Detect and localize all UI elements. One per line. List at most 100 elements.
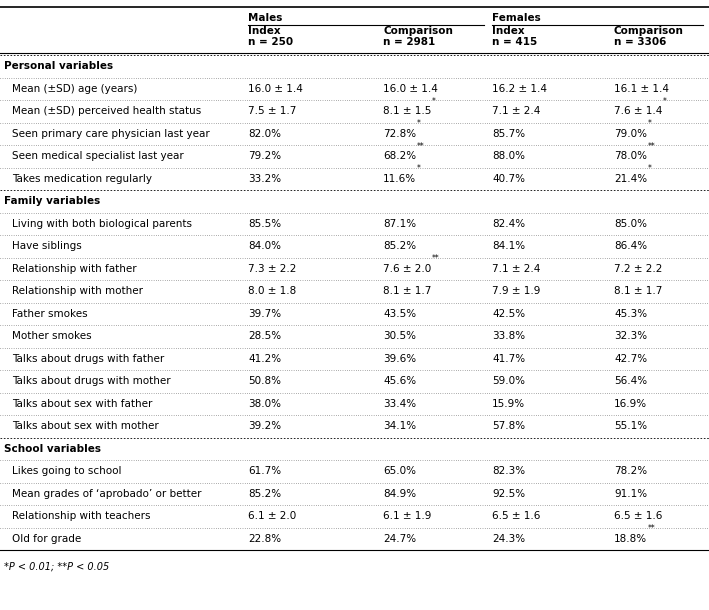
Text: 18.8%: 18.8% <box>614 534 647 544</box>
Text: 30.5%: 30.5% <box>383 331 416 341</box>
Text: 33.2%: 33.2% <box>248 174 281 184</box>
Text: 56.4%: 56.4% <box>614 376 647 386</box>
Text: 91.1%: 91.1% <box>614 489 647 499</box>
Text: 33.8%: 33.8% <box>492 331 525 341</box>
Text: **: ** <box>647 142 655 151</box>
Text: 42.5%: 42.5% <box>492 309 525 319</box>
Text: Talks about drugs with father: Talks about drugs with father <box>12 354 164 364</box>
Text: Old for grade: Old for grade <box>12 534 82 544</box>
Text: 59.0%: 59.0% <box>492 376 525 386</box>
Text: Talks about drugs with mother: Talks about drugs with mother <box>12 376 171 386</box>
Text: 7.6 ± 1.4: 7.6 ± 1.4 <box>614 106 662 117</box>
Text: 41.2%: 41.2% <box>248 354 281 364</box>
Text: Females: Females <box>492 13 541 23</box>
Text: 85.7%: 85.7% <box>492 129 525 138</box>
Text: 28.5%: 28.5% <box>248 331 281 341</box>
Text: *: * <box>663 97 666 106</box>
Text: 8.0 ± 1.8: 8.0 ± 1.8 <box>248 286 296 296</box>
Text: 82.0%: 82.0% <box>248 129 281 138</box>
Text: 7.1 ± 2.4: 7.1 ± 2.4 <box>492 106 540 117</box>
Text: 8.1 ± 1.5: 8.1 ± 1.5 <box>383 106 431 117</box>
Text: 79.2%: 79.2% <box>248 151 281 161</box>
Text: 79.0%: 79.0% <box>614 129 647 138</box>
Text: 43.5%: 43.5% <box>383 309 416 319</box>
Text: 85.2%: 85.2% <box>248 489 281 499</box>
Text: 7.6 ± 2.0: 7.6 ± 2.0 <box>383 264 431 274</box>
Text: 7.2 ± 2.2: 7.2 ± 2.2 <box>614 264 662 274</box>
Text: 6.1 ± 1.9: 6.1 ± 1.9 <box>383 511 431 522</box>
Text: 39.6%: 39.6% <box>383 354 416 364</box>
Text: Personal variables: Personal variables <box>4 61 113 71</box>
Text: 34.1%: 34.1% <box>383 422 416 431</box>
Text: Relationship with teachers: Relationship with teachers <box>12 511 150 522</box>
Text: 7.3 ± 2.2: 7.3 ± 2.2 <box>248 264 296 274</box>
Text: n = 415: n = 415 <box>492 37 537 47</box>
Text: **: ** <box>647 524 655 533</box>
Text: School variables: School variables <box>4 443 101 454</box>
Text: **: ** <box>432 254 440 264</box>
Text: 72.8%: 72.8% <box>383 129 416 138</box>
Text: 84.9%: 84.9% <box>383 489 416 499</box>
Text: 7.1 ± 2.4: 7.1 ± 2.4 <box>492 264 540 274</box>
Text: 21.4%: 21.4% <box>614 174 647 184</box>
Text: Males: Males <box>248 13 282 23</box>
Text: Talks about sex with mother: Talks about sex with mother <box>12 422 159 431</box>
Text: 61.7%: 61.7% <box>248 466 281 476</box>
Text: 16.0 ± 1.4: 16.0 ± 1.4 <box>383 84 438 94</box>
Text: 33.4%: 33.4% <box>383 399 416 409</box>
Text: *P < 0.01; **P < 0.05: *P < 0.01; **P < 0.05 <box>4 562 109 572</box>
Text: 84.1%: 84.1% <box>492 241 525 251</box>
Text: Living with both biological parents: Living with both biological parents <box>12 219 192 229</box>
Text: **: ** <box>417 142 425 151</box>
Text: 32.3%: 32.3% <box>614 331 647 341</box>
Text: Mean (±SD) perceived health status: Mean (±SD) perceived health status <box>12 106 201 117</box>
Text: Seen medical specialist last year: Seen medical specialist last year <box>12 151 184 161</box>
Text: 6.5 ± 1.6: 6.5 ± 1.6 <box>492 511 540 522</box>
Text: 45.6%: 45.6% <box>383 376 416 386</box>
Text: Mean grades of ‘aprobado’ or better: Mean grades of ‘aprobado’ or better <box>12 489 201 499</box>
Text: 87.1%: 87.1% <box>383 219 416 229</box>
Text: 82.3%: 82.3% <box>492 466 525 476</box>
Text: Have siblings: Have siblings <box>12 241 82 251</box>
Text: Comparison: Comparison <box>614 26 684 36</box>
Text: 41.7%: 41.7% <box>492 354 525 364</box>
Text: 24.3%: 24.3% <box>492 534 525 544</box>
Text: n = 2981: n = 2981 <box>383 37 435 47</box>
Text: 15.9%: 15.9% <box>492 399 525 409</box>
Text: 6.5 ± 1.6: 6.5 ± 1.6 <box>614 511 662 522</box>
Text: 50.8%: 50.8% <box>248 376 281 386</box>
Text: 84.0%: 84.0% <box>248 241 281 251</box>
Text: 85.5%: 85.5% <box>248 219 281 229</box>
Text: Index: Index <box>492 26 525 36</box>
Text: 82.4%: 82.4% <box>492 219 525 229</box>
Text: Mean (±SD) age (years): Mean (±SD) age (years) <box>12 84 138 94</box>
Text: 16.0 ± 1.4: 16.0 ± 1.4 <box>248 84 303 94</box>
Text: 22.8%: 22.8% <box>248 534 281 544</box>
Text: 45.3%: 45.3% <box>614 309 647 319</box>
Text: 24.7%: 24.7% <box>383 534 416 544</box>
Text: Takes medication regularly: Takes medication regularly <box>12 174 152 184</box>
Text: Mother smokes: Mother smokes <box>12 331 91 341</box>
Text: 86.4%: 86.4% <box>614 241 647 251</box>
Text: 68.2%: 68.2% <box>383 151 416 161</box>
Text: 8.1 ± 1.7: 8.1 ± 1.7 <box>383 286 431 296</box>
Text: 7.5 ± 1.7: 7.5 ± 1.7 <box>248 106 296 117</box>
Text: 39.7%: 39.7% <box>248 309 281 319</box>
Text: Likes going to school: Likes going to school <box>12 466 121 476</box>
Text: 6.1 ± 2.0: 6.1 ± 2.0 <box>248 511 296 522</box>
Text: 85.2%: 85.2% <box>383 241 416 251</box>
Text: 92.5%: 92.5% <box>492 489 525 499</box>
Text: Family variables: Family variables <box>4 196 100 206</box>
Text: 39.2%: 39.2% <box>248 422 281 431</box>
Text: 88.0%: 88.0% <box>492 151 525 161</box>
Text: 40.7%: 40.7% <box>492 174 525 184</box>
Text: n = 250: n = 250 <box>248 37 293 47</box>
Text: 16.2 ± 1.4: 16.2 ± 1.4 <box>492 84 547 94</box>
Text: Index: Index <box>248 26 281 36</box>
Text: 11.6%: 11.6% <box>383 174 416 184</box>
Text: n = 3306: n = 3306 <box>614 37 666 47</box>
Text: 65.0%: 65.0% <box>383 466 416 476</box>
Text: 42.7%: 42.7% <box>614 354 647 364</box>
Text: 8.1 ± 1.7: 8.1 ± 1.7 <box>614 286 662 296</box>
Text: 7.9 ± 1.9: 7.9 ± 1.9 <box>492 286 540 296</box>
